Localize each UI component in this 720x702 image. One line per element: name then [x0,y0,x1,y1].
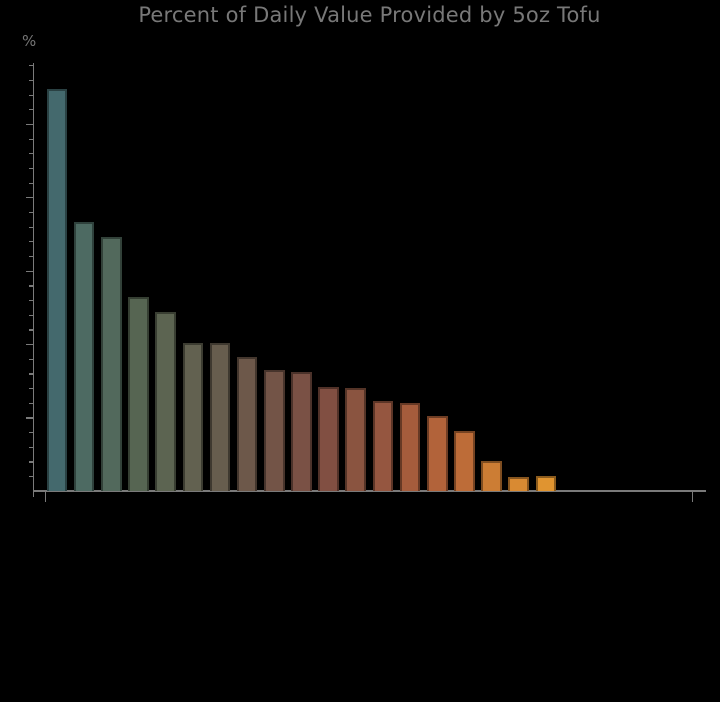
y-axis-unit-label: % [22,32,37,50]
y-axis-minor-tick [29,182,33,184]
bar-10 [318,386,339,491]
y-axis-minor-tick [29,388,33,390]
y-axis-minor-tick [29,314,33,316]
bar-18 [535,476,557,491]
bar-15 [454,430,475,491]
bar-14 [426,415,448,491]
bar-2 [101,236,122,491]
y-axis-minor-tick [29,285,33,287]
y-axis-major-tick [25,344,33,346]
bar-6 [209,342,231,491]
bar-12 [372,401,394,491]
y-axis-minor-tick [29,138,33,140]
y-axis-minor-tick [29,226,33,228]
y-axis-major-tick [25,417,33,419]
y-axis-minor-tick [29,65,33,67]
y-axis-major-tick [25,123,33,126]
x-axis-tick [44,490,46,502]
bar-0 [46,88,68,491]
y-axis-line [32,63,34,497]
y-axis-minor-tick [29,461,33,463]
bar-11 [345,388,367,491]
bar-4 [155,311,176,491]
y-axis-minor-tick [29,241,33,243]
y-axis-minor-tick [29,79,33,82]
bar-8 [263,370,285,491]
bar-17 [508,476,529,491]
chart-title: Percent of Daily Value Provided by 5oz T… [138,3,601,27]
bar-3 [128,297,149,491]
bar-16 [481,461,502,491]
y-axis-minor-tick [29,446,33,448]
y-axis-minor-tick [29,329,33,331]
y-axis-minor-tick [29,373,33,375]
y-axis-minor-tick [29,109,33,111]
y-axis-minor-tick [29,255,33,258]
y-axis-minor-tick [29,358,33,360]
y-axis-minor-tick [29,402,33,404]
y-axis-minor-tick [29,167,33,170]
y-axis-minor-tick [29,94,33,96]
bar-9 [291,371,312,491]
y-axis-major-tick [25,197,33,199]
bar-13 [399,402,421,491]
bar-5 [182,342,204,491]
y-axis-minor-tick [29,153,33,155]
y-axis-major-tick [25,270,33,272]
bar-7 [236,357,258,491]
y-axis-minor-tick [29,476,33,478]
x-axis-line [32,490,706,492]
y-axis-minor-tick [29,432,33,434]
y-axis-minor-tick [29,211,33,214]
x-axis-tick [692,490,694,502]
bar-1 [73,222,95,491]
y-axis-minor-tick [29,299,33,302]
